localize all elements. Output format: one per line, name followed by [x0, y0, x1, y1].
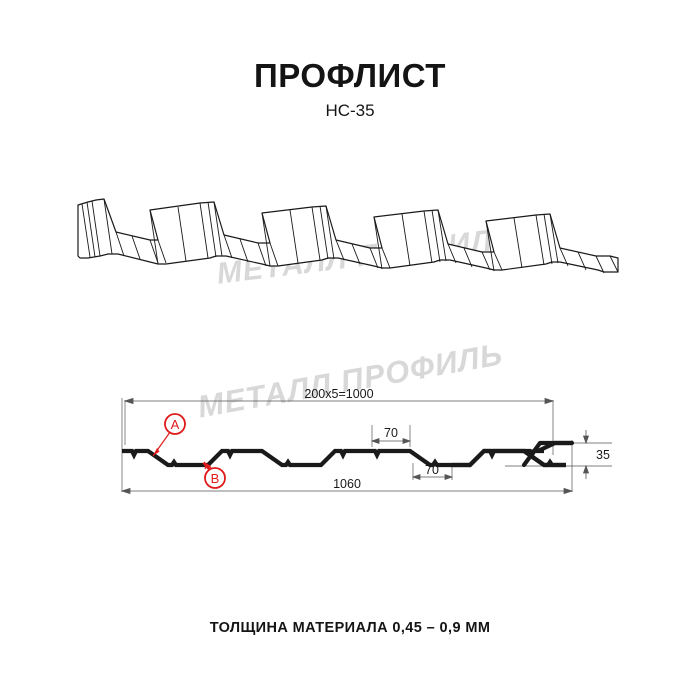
dimension-height: 35	[596, 448, 610, 462]
material-thickness-note: ТОЛЩИНА МАТЕРИАЛА 0,45 – 0,9 ММ	[209, 620, 491, 636]
profile-right-end	[521, 440, 575, 468]
callout-a-label: A	[171, 417, 180, 432]
profile-outline-right	[452, 440, 572, 468]
callout-b: B	[202, 461, 226, 489]
dimension-total-width: 1060	[333, 477, 361, 491]
product-code: НС-35	[325, 101, 375, 120]
page-title: ПРОФЛИСТ	[254, 57, 446, 94]
profile-outline	[122, 448, 566, 468]
callout-a: A	[152, 413, 186, 457]
dimension-top-flange: 70	[384, 426, 398, 440]
dimension-pitch: 200x5=1000	[304, 387, 373, 401]
callout-b-label: B	[211, 471, 220, 486]
